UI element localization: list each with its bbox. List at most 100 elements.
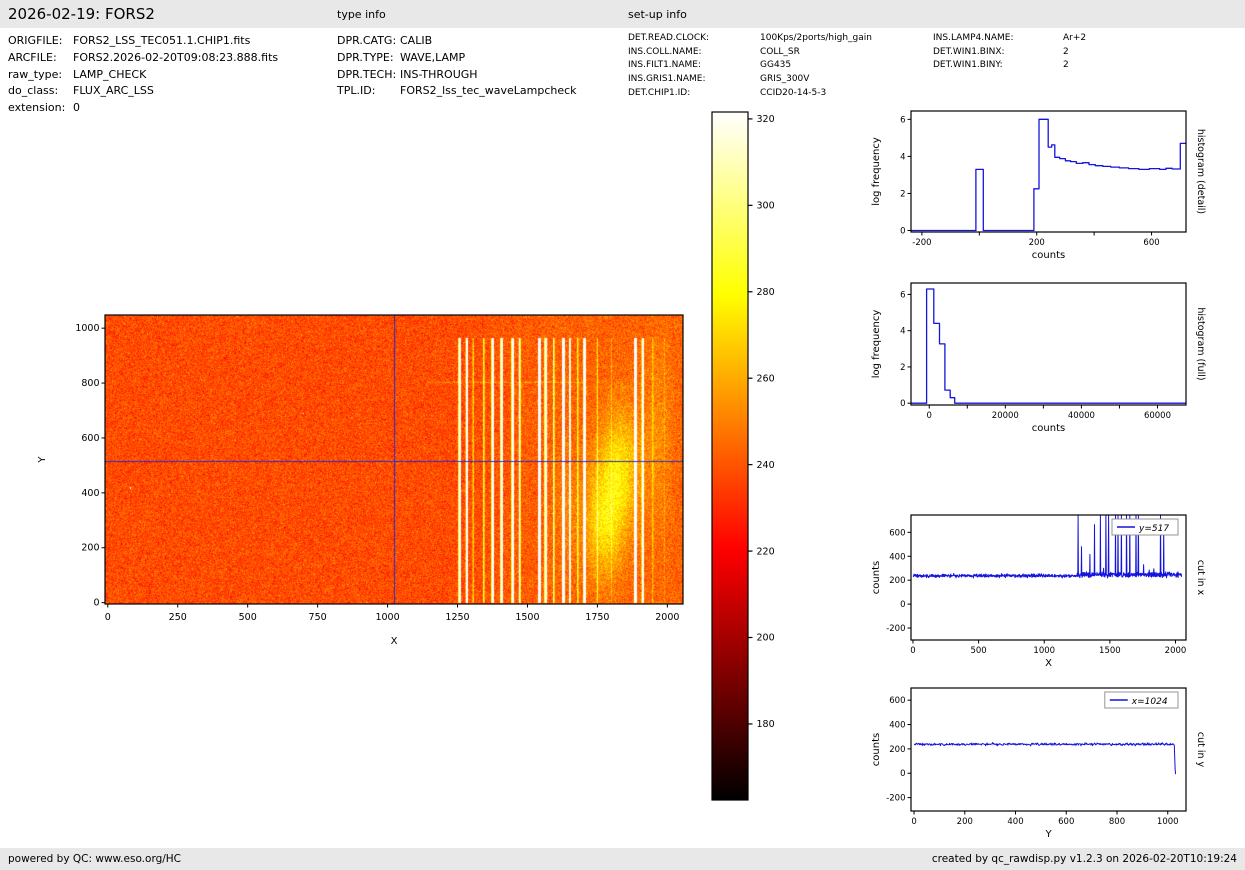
info-value: LAMP_CHECK <box>73 67 147 81</box>
info-value: FLUX_ARC_LSS <box>73 84 154 98</box>
info-label: ARCFILE: <box>8 50 57 64</box>
footer-bar <box>0 848 1245 870</box>
footer-powered-by: powered by QC: www.eso.org/HC <box>8 853 182 865</box>
svg-text:counts: counts <box>871 561 882 594</box>
info-value: 100Kps/2ports/high_gain <box>760 33 872 43</box>
info-value: COLL_SR <box>760 46 800 57</box>
svg-text:800: 800 <box>1109 817 1125 827</box>
info-label: do_class: <box>8 84 59 98</box>
info-value: FORS2_lss_tec_waveLampcheck <box>400 84 577 98</box>
info-row: DET.READ.CLOCK: 100Kps/2ports/high_gain <box>628 32 872 46</box>
svg-text:220: 220 <box>757 546 775 557</box>
svg-text:0: 0 <box>93 598 99 609</box>
info-row: raw_type: LAMP_CHECK <box>8 67 278 84</box>
svg-text:counts: counts <box>1032 250 1065 261</box>
svg-text:1000: 1000 <box>1033 646 1055 656</box>
info-label: extension: <box>8 101 66 115</box>
svg-text:200: 200 <box>757 633 775 644</box>
svg-text:40000: 40000 <box>1068 411 1095 421</box>
info-label: DET.CHIP1.ID: <box>628 87 691 98</box>
legend: x=1024 <box>1104 691 1179 709</box>
svg-text:X: X <box>1045 658 1052 669</box>
svg-text:1250: 1250 <box>445 612 469 623</box>
info-row: do_class: FLUX_ARC_LSS <box>8 83 278 100</box>
svg-text:-200: -200 <box>912 238 931 248</box>
svg-text:600: 600 <box>81 433 99 444</box>
svg-text:2: 2 <box>900 363 905 373</box>
svg-text:0: 0 <box>105 612 111 623</box>
svg-text:Y: Y <box>1044 829 1052 840</box>
svg-text:600: 600 <box>1058 817 1074 827</box>
svg-text:260: 260 <box>757 373 775 384</box>
svg-text:320: 320 <box>757 114 775 125</box>
svg-text:400: 400 <box>889 552 905 562</box>
svg-text:-200: -200 <box>886 624 905 634</box>
info-row: ORIGFILE: FORS2_LSS_TEC051.1.CHIP1.fits <box>8 33 278 50</box>
svg-text:200: 200 <box>889 745 905 755</box>
svg-text:750: 750 <box>309 612 327 623</box>
svg-text:0: 0 <box>900 227 905 237</box>
info-label: DET.WIN1.BINY: <box>933 60 1003 71</box>
info-row: INS.COLL.NAME: COLL_SR <box>628 46 872 60</box>
svg-text:800: 800 <box>81 378 99 389</box>
info-value: INS-THROUGH <box>400 67 478 81</box>
svg-text:200: 200 <box>1029 238 1045 248</box>
svg-text:4: 4 <box>900 327 905 337</box>
svg-text:400: 400 <box>1007 817 1023 827</box>
histogram-full-plot: 0 20000 40000 60000 0 2 4 6 counts log frequency h… <box>871 282 1206 434</box>
svg-text:histogram (full): histogram (full) <box>1195 307 1206 380</box>
info-label: TPL.ID: <box>337 84 376 98</box>
info-label: DET.WIN1.BINX: <box>933 46 1005 57</box>
svg-text:-200: -200 <box>886 794 905 804</box>
info-row: DPR.CATG: CALIB <box>337 33 577 50</box>
info-label: INS.LAMP4.NAME: <box>933 33 1014 43</box>
info-label: DPR.TYPE: <box>337 50 394 64</box>
svg-text:0: 0 <box>900 769 905 779</box>
svg-text:200: 200 <box>889 576 905 586</box>
svg-text:4: 4 <box>900 152 905 162</box>
info-value: GRIS_300V <box>760 74 810 85</box>
colorbar: 180 200 220 240 260 280 300 320 <box>711 111 775 801</box>
svg-text:0: 0 <box>900 399 905 409</box>
svg-text:600: 600 <box>1143 238 1159 248</box>
detector-image <box>105 315 683 604</box>
setup-info-heading: set-up info <box>628 8 687 21</box>
info-row: INS.GRIS1.NAME: GRIS_300V <box>628 73 872 87</box>
type-info-heading: type info <box>337 8 386 21</box>
type-info-block: DPR.CATG: CALIB DPR.TYPE: WAVE,LAMP DPR.TECH… <box>337 33 577 100</box>
svg-text:400: 400 <box>889 721 905 731</box>
info-value: Ar+2 <box>1063 33 1087 43</box>
info-row: INS.LAMP4.NAME: Ar+2 <box>933 32 1086 46</box>
info-value: CCID20-14-5-3 <box>760 87 827 98</box>
svg-text:histogram (detail): histogram (detail) <box>1195 129 1206 214</box>
detector-image-plot: 0 250 500 750 1000 1250 1500 1750 2000 0 200 400 600… <box>37 314 684 647</box>
svg-text:1000: 1000 <box>75 323 99 334</box>
info-row: DPR.TYPE: WAVE,LAMP <box>337 50 577 67</box>
svg-text:log frequency: log frequency <box>871 137 882 206</box>
info-row: INS.FILT1.NAME: GG435 <box>628 59 872 73</box>
info-label: ORIGFILE: <box>8 34 63 47</box>
svg-text:200: 200 <box>81 543 99 554</box>
svg-text:600: 600 <box>889 696 905 706</box>
info-label: DPR.TECH: <box>337 67 397 81</box>
svg-text:0: 0 <box>900 600 905 610</box>
svg-text:200: 200 <box>957 817 973 827</box>
svg-text:1000: 1000 <box>1157 817 1179 827</box>
svg-text:counts: counts <box>1032 423 1065 434</box>
svg-text:Y: Y <box>37 456 48 464</box>
info-value: 0 <box>73 101 80 115</box>
legend: y=517 <box>1111 518 1179 536</box>
svg-text:0: 0 <box>910 646 915 656</box>
svg-text:log frequency: log frequency <box>871 310 882 379</box>
info-value: FORS2.2026-02-20T09:08:23.888.fits <box>73 50 279 64</box>
svg-text:counts: counts <box>871 733 882 766</box>
svg-text:0: 0 <box>927 411 932 421</box>
info-label: INS.COLL.NAME: <box>628 46 702 57</box>
footer-created-by: created by qc_rawdisp.py v1.2.3 on 2026-… <box>931 853 1237 865</box>
svg-text:500: 500 <box>239 612 257 623</box>
info-row: TPL.ID: FORS2_lss_tec_waveLampcheck <box>337 83 577 100</box>
file-info-block: ORIGFILE: FORS2_LSS_TEC051.1.CHIP1.fits AR… <box>8 33 278 117</box>
svg-text:1500: 1500 <box>515 612 539 623</box>
